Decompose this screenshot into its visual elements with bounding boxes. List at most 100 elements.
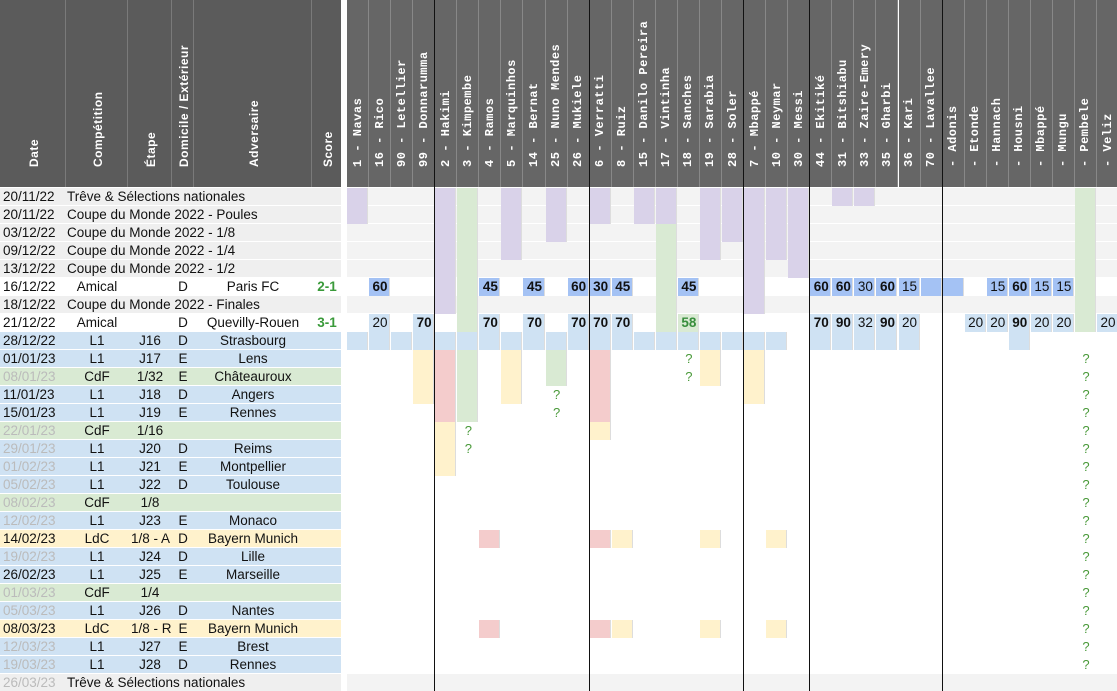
table-row[interactable]	[0, 242, 341, 260]
table-row[interactable]	[0, 584, 341, 602]
table-row[interactable]	[0, 368, 341, 386]
player-header[interactable]: 19 - Sarabia	[699, 0, 722, 187]
availability-cell	[457, 332, 479, 350]
player-header[interactable]: 8 - Ruiz	[611, 0, 634, 187]
availability-cell	[744, 368, 766, 386]
player-header[interactable]: 7 - Mbappé	[744, 0, 767, 187]
column-header[interactable]: Domicile / Extérieur	[172, 0, 194, 187]
player-header[interactable]: 25 - Nuno Mendes	[545, 0, 568, 187]
player-header[interactable]: 16 - Rico	[369, 0, 392, 187]
player-header[interactable]: 17 - Vintinha	[655, 0, 678, 187]
player-header[interactable]: 26 - Mukiele	[567, 0, 590, 187]
table-row[interactable]	[0, 674, 341, 691]
availability-cell	[457, 188, 479, 206]
home-away-cell: D	[178, 441, 188, 456]
availability-cell	[545, 206, 567, 224]
unknown-marker: ?	[1082, 567, 1090, 582]
table-row[interactable]	[0, 476, 341, 494]
table-row[interactable]	[0, 566, 341, 584]
availability-cell	[744, 260, 766, 278]
table-row[interactable]	[0, 404, 341, 422]
column-header[interactable]: Compétition	[66, 0, 128, 187]
table-row[interactable]	[0, 188, 341, 206]
table-row[interactable]	[0, 314, 341, 332]
table-row[interactable]	[0, 296, 341, 314]
player-header[interactable]: - Mungu	[1052, 0, 1075, 187]
minutes-played: 90	[1012, 315, 1028, 330]
competition-cell: L1	[89, 657, 105, 672]
table-row[interactable]	[0, 350, 341, 368]
column-header[interactable]: Adversaire	[194, 0, 312, 187]
table-row[interactable]	[0, 458, 341, 476]
table-row[interactable]	[0, 548, 341, 566]
player-header[interactable]: 4 - Ramos	[479, 0, 502, 187]
player-header[interactable]: 3 - Kimpembe	[457, 0, 480, 187]
minutes-played: 20	[902, 315, 918, 330]
table-row[interactable]	[0, 620, 341, 638]
player-header[interactable]: 14 - Bernat	[523, 0, 546, 187]
player-header[interactable]: - Housni	[1008, 0, 1031, 187]
opponent-cell: Monaco	[228, 513, 278, 528]
column-header[interactable]: Date	[0, 0, 66, 187]
availability-cell	[699, 332, 721, 350]
player-header[interactable]: 28 - Soler	[722, 0, 745, 187]
table-row[interactable]	[0, 638, 341, 656]
home-away-cell: E	[178, 459, 188, 474]
opponent-cell: Lille	[240, 549, 265, 564]
player-header[interactable]: - Etonde	[964, 0, 987, 187]
table-row[interactable]	[0, 440, 341, 458]
table-row[interactable]	[0, 602, 341, 620]
table-row[interactable]	[0, 332, 341, 350]
availability-cell	[413, 314, 435, 332]
player-header[interactable]: 2 - Hakimi	[435, 0, 458, 187]
availability-cell	[589, 278, 611, 296]
unknown-marker: ?	[1082, 603, 1090, 618]
column-header[interactable]: Étape	[128, 0, 172, 187]
table-row[interactable]	[0, 422, 341, 440]
availability-cell	[589, 530, 611, 548]
table-row[interactable]	[0, 260, 341, 278]
availability-cell	[545, 368, 567, 386]
player-header[interactable]: - Mbappé	[1030, 0, 1053, 187]
stage-cell: J24	[139, 549, 161, 564]
player-header[interactable]: 70 - Lavallee	[920, 0, 943, 187]
score-cell	[312, 458, 342, 476]
player-header[interactable]: 44 - Ekitiké	[810, 0, 833, 187]
player-header[interactable]: 18 - Sanches	[677, 0, 700, 187]
availability-cell	[413, 386, 435, 404]
score-cell: 2-1	[317, 279, 337, 294]
availability-cell	[810, 332, 832, 350]
table-row[interactable]	[0, 386, 341, 404]
minutes-played: 60	[813, 279, 829, 294]
player-header[interactable]: 99 - Donnarumma	[413, 0, 436, 187]
player-header[interactable]: 36 - Kari	[898, 0, 921, 187]
availability-cell	[611, 314, 633, 332]
table-row[interactable]	[0, 656, 341, 674]
player-header[interactable]: - Pembele	[1074, 0, 1098, 187]
table-row[interactable]	[0, 530, 341, 548]
player-header[interactable]: - Veliz	[1097, 0, 1117, 187]
player-header[interactable]: 10 - Neymar	[766, 0, 789, 187]
player-header[interactable]: 33 - Zaire-Emery	[854, 0, 877, 187]
minutes-played: 58	[681, 315, 697, 330]
minutes-played: 90	[879, 315, 895, 330]
player-header[interactable]: 30 - Messi	[788, 0, 811, 187]
player-header[interactable]: 90 - Letellier	[391, 0, 414, 187]
table-row[interactable]	[0, 224, 341, 242]
player-header[interactable]: - Hannach	[986, 0, 1009, 187]
table-row[interactable]	[0, 206, 341, 224]
availability-cell	[677, 332, 699, 350]
player-header[interactable]: 31 - Bitshiabu	[832, 0, 855, 187]
column-header[interactable]: Score	[312, 0, 342, 187]
player-header[interactable]: 1 - Navas	[347, 0, 370, 187]
column-header-label: Score	[320, 131, 335, 167]
player-header[interactable]: 35 - Gharbi	[876, 0, 899, 187]
player-header[interactable]: 6 - Verratti	[589, 0, 612, 187]
table-row[interactable]	[0, 494, 341, 512]
table-row[interactable]	[0, 278, 341, 296]
player-header[interactable]: - Adonis	[942, 0, 965, 187]
table-row[interactable]	[0, 512, 341, 530]
player-header[interactable]: 15 - Danilo Pereira	[633, 0, 656, 187]
player-header[interactable]: 5 - Marquinhos	[501, 0, 524, 187]
availability-cell	[986, 314, 1008, 332]
